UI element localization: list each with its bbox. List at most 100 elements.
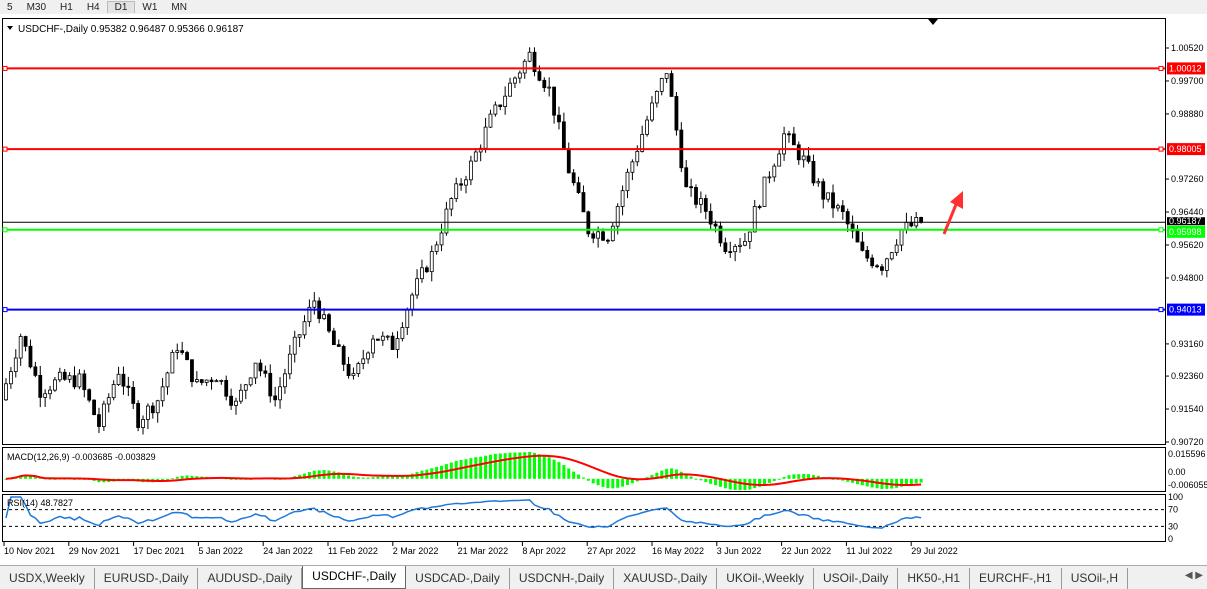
candle <box>865 250 870 259</box>
candle <box>532 51 537 73</box>
level-handle-right <box>1158 146 1164 152</box>
macd-histogram-bar <box>904 478 908 486</box>
macd-histogram-bar <box>753 478 757 489</box>
tf-m5[interactable]: 5 <box>7 1 13 13</box>
candle <box>875 265 879 268</box>
candle <box>23 336 28 347</box>
candle <box>405 309 410 328</box>
candle <box>48 389 52 395</box>
macd-histogram-bar <box>557 462 561 479</box>
dropdown-triangle-icon <box>7 26 13 30</box>
macd-histogram-bar <box>547 457 551 479</box>
date-label: 27 Apr 2022 <box>587 546 636 556</box>
candle <box>434 244 439 252</box>
macd-histogram-bar <box>533 452 537 479</box>
rsi-pane <box>2 494 1166 542</box>
price-tick-label: 0.91540 <box>1171 404 1204 414</box>
macd-histogram-bar <box>180 475 184 479</box>
candle <box>464 179 468 186</box>
candle <box>67 375 72 380</box>
tab-usoil-h[interactable]: USOil-,H <box>1062 568 1129 589</box>
macd-histogram-bar <box>831 478 835 480</box>
candle <box>292 336 297 355</box>
candle <box>175 350 180 353</box>
candle <box>209 379 214 383</box>
tab-usdx-weekly[interactable]: USDX,Weekly <box>0 568 95 589</box>
candle <box>253 362 258 379</box>
tab-eurusd-daily[interactable]: EURUSD-,Daily <box>95 568 199 589</box>
date-label: 8 Apr 2022 <box>522 546 566 556</box>
candle <box>136 403 141 428</box>
candle <box>743 241 747 246</box>
candle <box>43 393 48 398</box>
macd-histogram-bar <box>577 474 581 479</box>
tf-d1[interactable]: D1 <box>106 1 136 13</box>
tab-usdcnh-daily[interactable]: USDCNH-,Daily <box>510 568 615 589</box>
macd-histogram-bar <box>195 476 199 479</box>
candle <box>703 198 708 212</box>
macd-histogram-bar <box>503 453 507 479</box>
candle <box>601 231 605 241</box>
chart-area[interactable]: 1.00520 0.99700 0.98880 0.97260 0.96440 0.956… <box>2 16 1207 563</box>
tab-usdchf-daily[interactable]: USDCHF-,Daily <box>302 566 407 589</box>
macd-histogram-bar <box>665 468 669 479</box>
macd-histogram-bar <box>655 472 659 479</box>
candle <box>493 104 498 115</box>
tab-audusd-daily[interactable]: AUDUSD-,Daily <box>198 568 303 589</box>
candle <box>904 221 909 230</box>
timeframe-toolbar: 5 M30 H1 H4 D1 W1 MN <box>0 0 1207 14</box>
candle <box>468 160 473 181</box>
price-tick-label: 0.99700 <box>1171 76 1204 86</box>
tab-ukoil-weekly[interactable]: UKOil-,Weekly <box>717 568 815 589</box>
candle <box>733 246 738 253</box>
candle <box>28 345 33 368</box>
candle <box>782 133 786 155</box>
candle <box>591 233 596 239</box>
candle <box>297 334 302 338</box>
macd-histogram-bar <box>625 478 629 485</box>
tf-w1[interactable]: W1 <box>142 1 158 13</box>
candle <box>390 335 395 350</box>
macd-histogram-bar <box>797 474 801 479</box>
candle <box>131 387 136 404</box>
rsi-line <box>5 496 922 529</box>
macd-signal-line <box>5 454 922 487</box>
tab-hk50-h1[interactable]: HK50-,H1 <box>898 568 971 589</box>
candle <box>429 251 434 273</box>
candle <box>214 380 219 383</box>
tf-h1[interactable]: H1 <box>60 1 73 13</box>
tab-eurchf-h1[interactable]: EURCHF-,H1 <box>970 568 1062 589</box>
tab-usoil-daily[interactable]: USOil-,Daily <box>814 568 899 589</box>
chart-title: USDCHF-,Daily 0.95382 0.96487 0.95366 0.… <box>18 24 244 35</box>
macd-histogram-bar <box>714 478 718 486</box>
tf-mn[interactable]: MN <box>171 1 187 13</box>
macd-histogram-bar <box>704 478 708 483</box>
price-tick-label: 0.95620 <box>1171 240 1204 250</box>
candle <box>806 155 811 162</box>
tf-m30[interactable]: M30 <box>26 1 47 13</box>
candle <box>517 72 522 79</box>
macd-histogram-bar <box>552 459 556 479</box>
tab-usdcad-daily[interactable]: USDCAD-,Daily <box>406 568 510 589</box>
tab-scroll-arrows-icon[interactable]: ◀ ▶ <box>1184 570 1203 581</box>
candle <box>914 217 919 227</box>
candle <box>258 362 263 372</box>
current-price-label: 0.96187 <box>1169 216 1202 226</box>
candle <box>180 350 185 353</box>
candle <box>894 244 899 254</box>
macd-histogram-bar <box>170 478 174 480</box>
candle <box>146 405 150 420</box>
macd-label: MACD(12,26,9) -0.003685 -0.003829 <box>7 452 156 462</box>
tf-h4[interactable]: H4 <box>86 1 100 13</box>
tab-xauusd-daily[interactable]: XAUUSD-,Daily <box>614 568 718 589</box>
macd-histogram-bar <box>190 475 194 479</box>
candle <box>650 102 654 121</box>
candle <box>165 372 170 388</box>
candle <box>547 86 552 89</box>
candle <box>757 206 762 208</box>
macd-histogram-bar <box>787 475 791 479</box>
macd-histogram-bar <box>28 475 32 479</box>
candle <box>777 153 782 167</box>
candle <box>880 266 884 271</box>
macd-histogram-bar <box>479 456 483 479</box>
